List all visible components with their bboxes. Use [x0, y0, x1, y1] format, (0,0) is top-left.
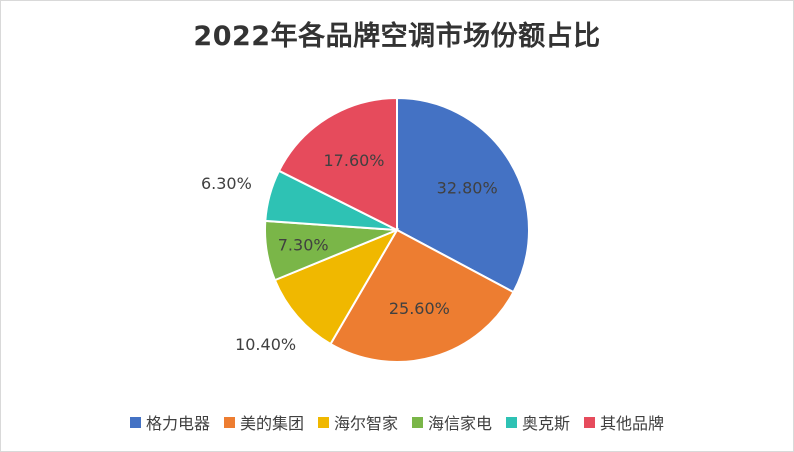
- legend-item-6: 其他品牌: [584, 410, 664, 434]
- legend-swatch-2: [223, 416, 235, 428]
- slice-label-5: 6.30%: [201, 174, 252, 193]
- legend-swatch-6: [584, 416, 596, 428]
- legend-swatch-4: [412, 416, 423, 428]
- legend-label-4: 海信家电: [428, 414, 493, 433]
- pie-slice-2: [329, 228, 515, 363]
- pie-slice-3: [273, 227, 400, 346]
- legend-swatch-1: [129, 416, 141, 428]
- pie-slice-6: [277, 96, 398, 232]
- legend-swatch-3: [317, 416, 329, 428]
- chart-title: 2022年各品牌空调市场份额占比: [193, 21, 601, 52]
- pie-labels: 32.80% 25.60% 10.40% 7.30% 6.30% 17.60%: [201, 151, 498, 354]
- legend-label-1: 格力电器: [145, 414, 210, 433]
- legend-item-3: 海尔智家: [317, 410, 398, 434]
- slice-label-3: 10.40%: [235, 335, 296, 354]
- legend-item-1: 格力电器: [129, 410, 210, 434]
- slice-label-2: 25.60%: [389, 299, 450, 318]
- legend-label-3: 海尔智家: [333, 414, 398, 433]
- pie-slice-1: [396, 96, 530, 294]
- legend-swatch-5: [506, 416, 518, 428]
- legend-item-2: 美的集团: [223, 410, 304, 434]
- legend-label-5: 奥克斯: [522, 414, 571, 433]
- slice-label-4: 7.30%: [278, 236, 329, 255]
- legend-label-2: 美的集团: [239, 414, 304, 433]
- pie-slices: [264, 96, 530, 363]
- slice-label-6: 17.60%: [324, 151, 385, 170]
- legend-item-5: 奥克斯: [506, 410, 570, 434]
- legend: 格力电器 美的集团 海尔智家 海信家电 奥克斯 其他品牌: [0, 410, 794, 434]
- legend-label-6: 其他品牌: [600, 414, 665, 433]
- legend-item-4: 海信家电: [412, 410, 492, 434]
- slice-label-1: 32.80%: [437, 178, 498, 197]
